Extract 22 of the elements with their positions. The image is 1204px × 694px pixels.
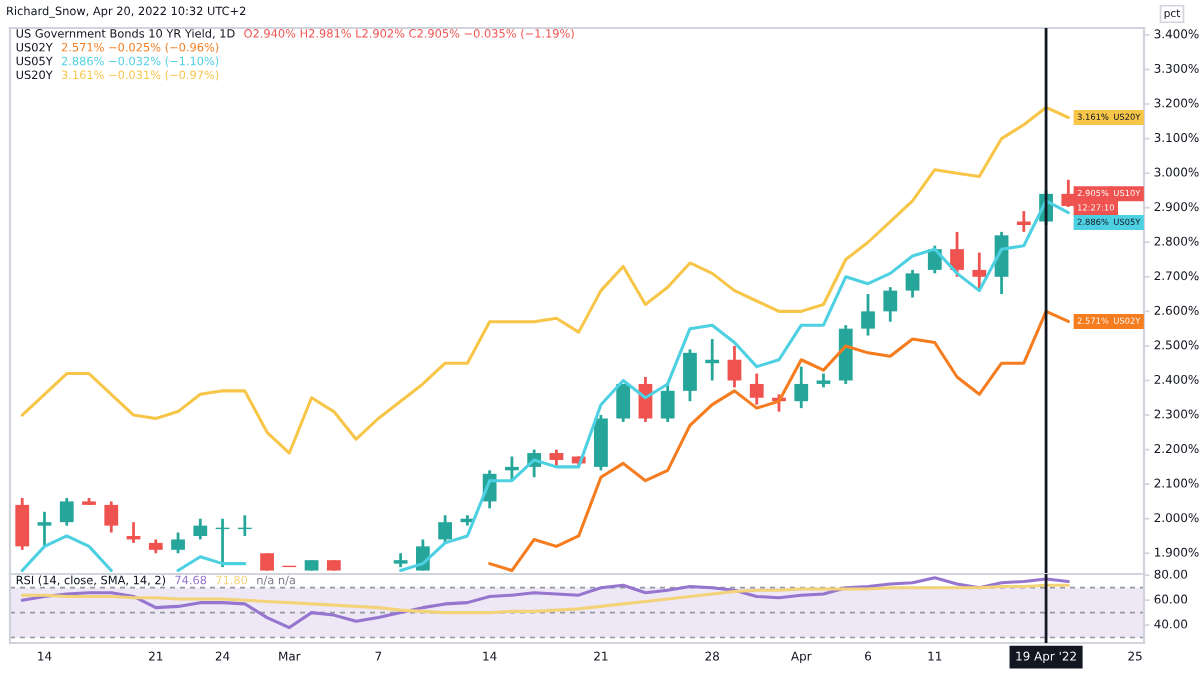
candlestick xyxy=(104,500,119,534)
candlestick xyxy=(727,344,742,389)
line-series xyxy=(20,105,1070,455)
candlestick xyxy=(749,372,764,407)
candlestick xyxy=(905,268,920,299)
candlestick xyxy=(883,285,898,324)
candlestick xyxy=(861,292,875,337)
candlestick xyxy=(171,531,185,555)
candlestick xyxy=(59,496,74,528)
line-series xyxy=(20,576,1070,630)
candlestick xyxy=(972,251,987,293)
line-series xyxy=(488,309,1070,573)
line-series xyxy=(20,583,1070,615)
candlestick xyxy=(193,517,208,541)
candlestick xyxy=(950,230,964,279)
candlestick xyxy=(37,510,52,548)
candlestick xyxy=(660,382,675,424)
candlestick xyxy=(438,513,453,545)
candlestick xyxy=(794,365,809,410)
candlestick xyxy=(616,382,631,424)
candlestick xyxy=(683,347,697,403)
candlestick xyxy=(15,496,30,552)
